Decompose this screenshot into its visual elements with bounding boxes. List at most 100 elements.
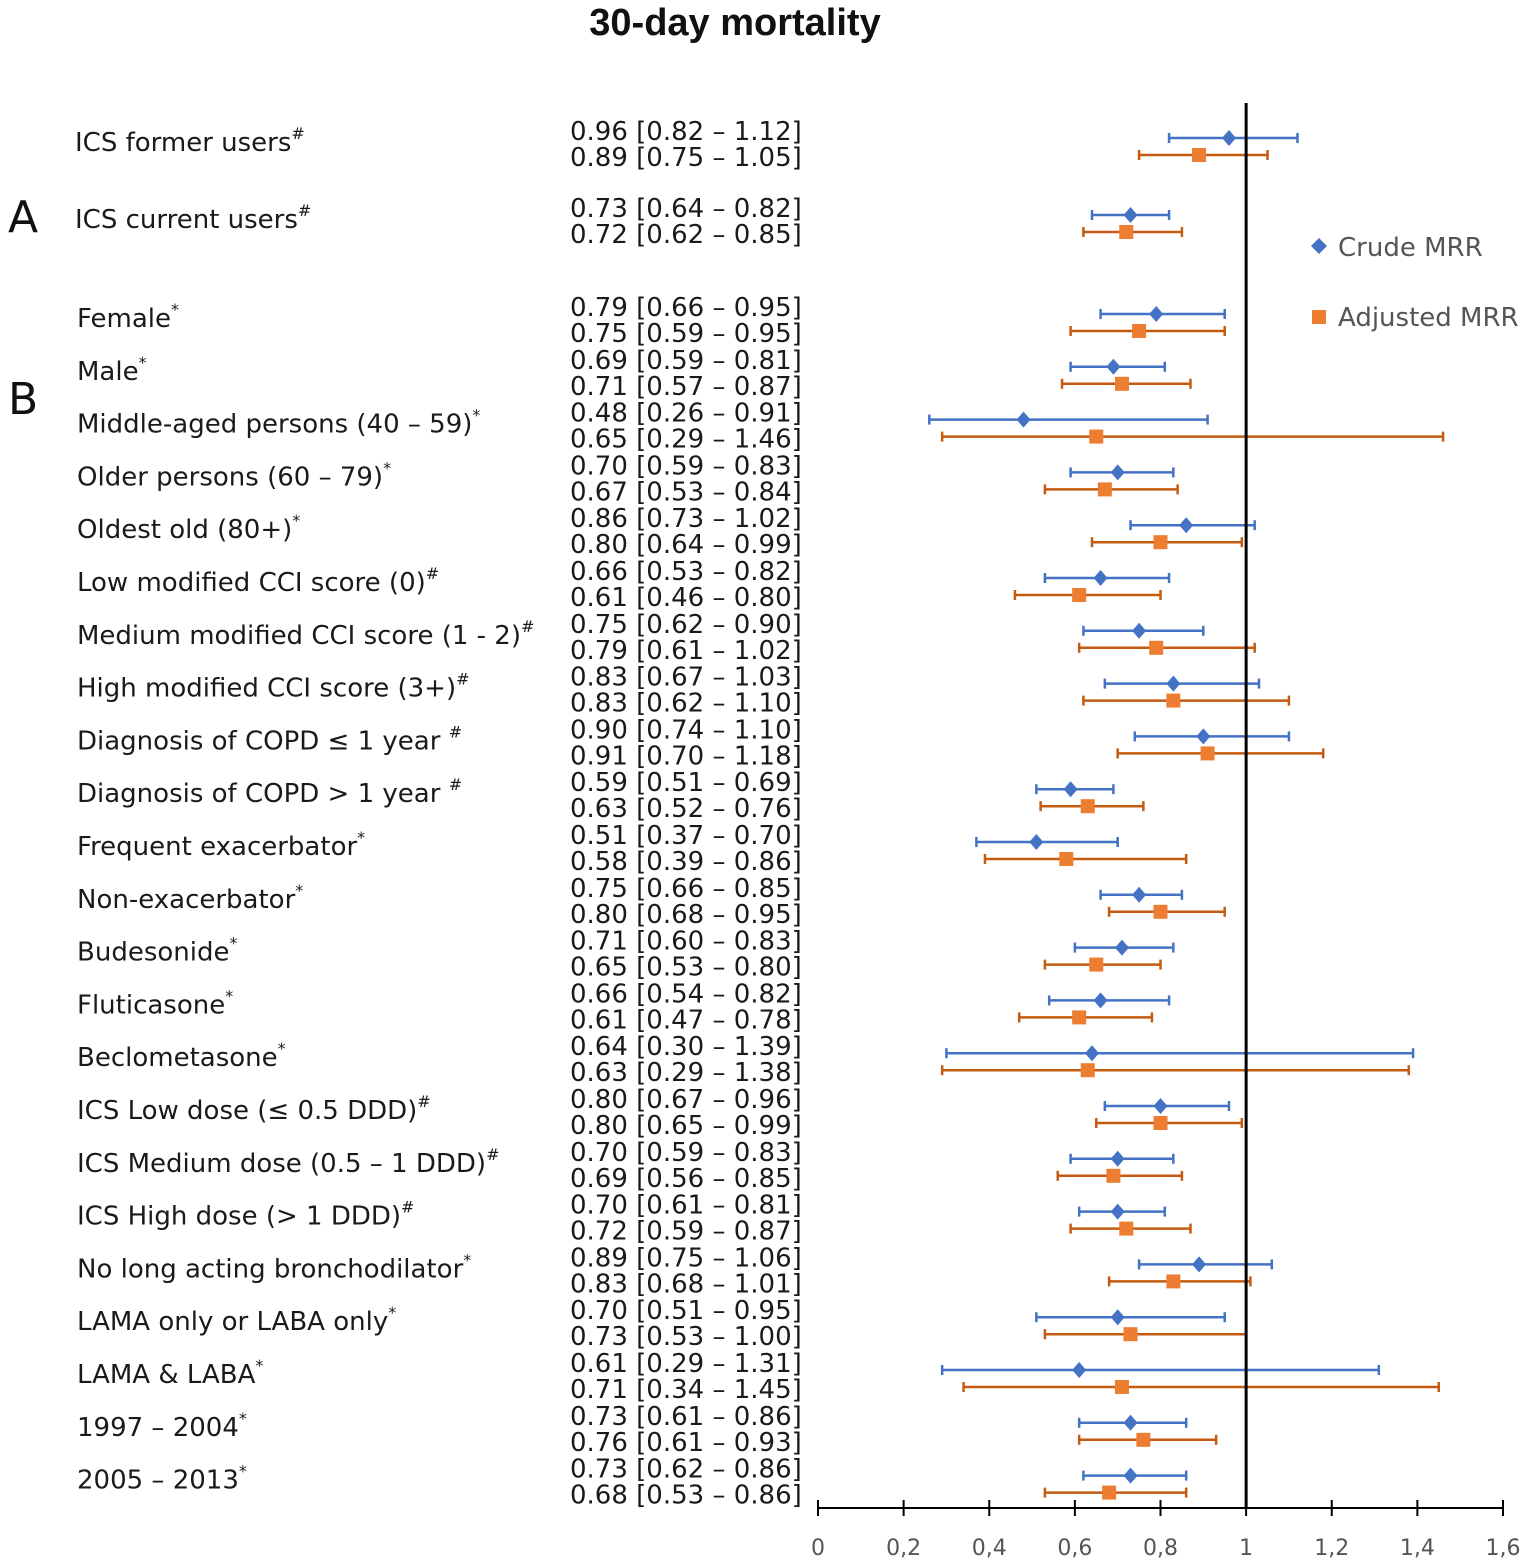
x-tick-label: 0,2 [886,1536,921,1561]
crude-point [1110,1150,1125,1167]
row-label-text: Male [77,357,139,387]
row-label-mark: * [383,458,391,477]
crude-point [1179,517,1194,534]
crude-value: 0.83 [0.67 – 1.03] [570,663,802,693]
x-tick-label: 1,2 [1314,1536,1349,1561]
row-label-text: No long acting bronchodilator [77,1254,464,1284]
row-label: Female* [77,300,179,334]
row-label-text: ICS Low dose (≤ 0.5 DDD) [77,1096,417,1126]
crude-point [1110,1309,1125,1326]
adjusted-point [1114,1380,1129,1394]
row-label: ICS High dose (> 1 DDD)# [77,1198,414,1232]
crude-value: 0.69 [0.59 – 0.81] [570,346,802,376]
row-label: Non-exacerbator* [77,881,303,915]
row-label-mark: * [239,1462,247,1481]
adjusted-value: 0.67 [0.53 – 0.84] [570,477,802,507]
row-label: Frequent exacerbator* [77,828,365,862]
row-label-mark: * [171,300,179,319]
x-axis: 0 0,2 0,4 0,6 0,8 1 1,2 1,4 1,6 [811,1500,1521,1561]
adjusted-value: 0.68 [0.53 – 0.86] [570,1481,802,1511]
row-label-mark: * [463,1250,471,1269]
adjusted-point [1149,640,1164,655]
crude-point [1153,1098,1168,1114]
adjusted-value: 0.73 [0.53 – 1.00] [570,1322,802,1352]
adjusted-point [1072,588,1087,602]
row-label-text: Fluticasone [77,990,225,1020]
adjusted-value: 0.71 [0.57 – 0.87] [570,372,802,402]
crude-value: 0.71 [0.60 – 0.83] [570,927,802,957]
adjusted-point [1123,1327,1138,1342]
adjusted-value: 0.76 [0.61 – 0.93] [570,1428,802,1458]
row-label-text: Budesonide [77,938,229,968]
adjusted-point [1119,1221,1134,1236]
row-label: Beclometasone* [77,1039,286,1073]
crude-value: 0.70 [0.51 – 0.95] [570,1296,802,1326]
row-label-mark: # [521,617,534,636]
legend: Crude MRR Adjusted MRR [1311,233,1519,333]
crude-point [1063,781,1078,798]
crude-value: 0.51 [0.37 – 0.70] [570,821,802,851]
crude-value: 0.64 [0.30 – 1.39] [570,1032,802,1062]
row-label-text: Low modified CCI score (0) [77,568,426,598]
crude-point [1106,358,1121,375]
legend-adjusted-label: Adjusted MRR [1338,303,1519,333]
row-label: Middle-aged persons (40 – 59)* [77,406,480,440]
adjusted-value: 0.75 [0.59 – 0.95] [570,319,802,349]
row-label-mark: # [426,564,439,583]
row-label: ICS Medium dose (0.5 – 1 DDD)# [77,1145,499,1179]
crude-point [1132,622,1147,639]
row-label-text: Diagnosis of COPD ≤ 1 year [77,726,449,756]
adjusted-value: 0.71 [0.34 – 1.45] [570,1375,802,1405]
adjusted-value: 0.83 [0.68 – 1.01] [570,1269,802,1299]
legend-adjusted-marker [1312,310,1326,324]
x-tick-label: 0,6 [1057,1536,1092,1561]
row-label-mark: * [139,353,147,372]
row-label: High modified CCI score (3+)# [77,670,470,704]
adjusted-value: 0.91 [0.70 – 1.18] [570,741,802,771]
crude-value: 0.66 [0.54 – 0.82] [570,979,802,1009]
row-label-text: LAMA & LABA [77,1360,256,1390]
row-label-text: ICS High dose (> 1 DDD) [77,1202,401,1232]
crude-value: 0.73 [0.64 – 0.82] [570,194,802,224]
adjusted-value: 0.63 [0.52 – 0.76] [570,794,802,824]
adjusted-value: 0.83 [0.62 – 1.10] [570,689,802,719]
adjusted-point [1119,225,1134,239]
crude-value: 0.70 [0.59 – 0.83] [570,451,802,481]
row-label-text: Beclometasone [77,1043,278,1073]
crude-value: 0.75 [0.66 – 0.85] [570,874,802,904]
row-label-mark: * [472,406,480,425]
adjusted-point [1072,1010,1087,1025]
adjusted-point [1089,429,1104,444]
adjusted-point [1153,1116,1168,1130]
crude-value: 0.86 [0.73 – 1.02] [570,504,802,534]
row-label-mark: # [449,775,462,794]
crude-value: 0.79 [0.66 – 0.95] [570,293,802,323]
adjusted-value: 0.65 [0.53 – 0.80] [570,953,802,983]
row-label-mark: * [278,1039,286,1058]
adjusted-point [1080,799,1095,814]
row-label: Diagnosis of COPD > 1 year # [77,775,462,809]
adjusted-point [1132,324,1147,338]
adjusted-point [1153,904,1168,919]
row-label-mark: # [291,124,304,143]
row-label-mark: # [456,670,469,689]
row-label-mark: # [401,1198,414,1217]
row-label: Fluticasone* [77,986,233,1020]
row-label: 2005 – 2013* [77,1462,247,1496]
adjusted-value: 0.63 [0.29 – 1.38] [570,1058,802,1088]
row-label: Older persons (60 – 79)* [77,458,391,492]
row-label-mark: # [486,1145,499,1164]
crude-value: 0.80 [0.67 – 0.96] [570,1085,802,1115]
row-label-text: ICS Medium dose (0.5 – 1 DDD) [77,1149,486,1179]
chart-title: 30-day mortality [589,2,880,44]
adjusted-point [1089,957,1104,972]
row-label-text: LAMA only or LABA only [77,1307,388,1337]
x-tick-label: 0,4 [972,1536,1007,1561]
adjusted-point [1166,693,1181,708]
legend-crude-marker [1311,238,1327,254]
crude-point [1016,411,1031,428]
row-label-text: Diagnosis of COPD > 1 year [77,779,449,809]
row-label-text: Frequent exacerbator [77,832,357,862]
crude-point [1166,675,1181,692]
row-label-text: 1997 – 2004 [77,1413,239,1443]
